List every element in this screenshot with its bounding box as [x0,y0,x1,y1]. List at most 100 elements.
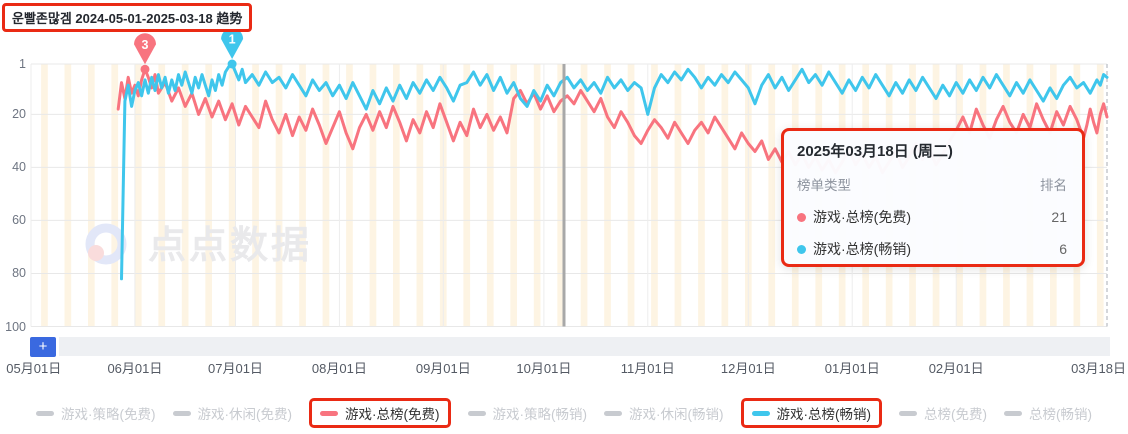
svg-text:3: 3 [142,38,149,52]
x-axis-label: 07月01日 [208,361,263,376]
svg-text:1: 1 [229,33,236,47]
y-axis-label: 40 [12,160,26,175]
legend-label: 游戏·休闲(畅销) [629,407,724,422]
weekend-band [111,64,119,327]
legend-label: 总榜(畅销) [1029,407,1092,422]
legend-marker-icon [899,410,917,416]
x-axis-label: 08月01日 [311,361,367,376]
series-dot-icon [797,212,806,222]
tooltip-col-rank: 排名 [1040,178,1067,193]
weekend-band [369,64,377,327]
legend-item[interactable]: 游戏·总榜(免费) [309,398,451,428]
weekend-band [510,64,517,327]
legend-item[interactable]: 游戏·休闲(免费) [172,403,293,423]
weekend-band [346,64,353,327]
tooltip-series-rank: 21 [1051,209,1067,225]
x-axis-label: 06月01日 [107,361,163,376]
x-axis-label: 03月18日 [1071,361,1126,376]
legend-marker-icon [172,410,191,416]
legend-marker-icon [36,410,54,416]
tooltip-row-free: 游戏·总榜(免费) 21 [797,207,1067,227]
y-axis-label: 100 [5,319,26,334]
tooltip-series-name: 游戏·总榜(畅销) [813,241,911,257]
weekend-band [322,64,330,327]
weekend-band [1096,64,1104,327]
legend-label: 游戏·总榜(畅销) [776,407,872,422]
chart-tooltip: 2025年03月18日 (周二) 榜单类型 排名 游戏·总榜(免费) 21 游戏… [781,128,1085,267]
x-axis-label: 12月01日 [720,361,776,376]
legend-item[interactable]: 游戏·策略(免费) [36,403,156,423]
tooltip-series-rank: 6 [1059,241,1067,257]
legend-marker-icon [1004,410,1022,416]
tooltip-column-headers: 榜单类型 排名 [797,174,1067,194]
weekend-band [88,64,95,327]
weekend-band [463,64,471,327]
zoom-in-button[interactable]: + [30,337,56,357]
x-axis: 05月01日 06月01日 07月01日 08月01日 09月01日 10月01日 11月0… [0,358,1128,376]
series-line [120,62,1109,281]
weekend-band [627,64,635,327]
y-axis-label: 60 [12,213,26,228]
weekend-band [299,64,306,327]
x-axis-label: 09月01日 [415,361,471,376]
series-dot-icon [797,244,806,254]
watermark-text: 点点数据 [148,225,312,267]
chart-legend: 游戏·策略(免费) 游戏·休闲(免费) 游戏·总榜(免费) 游戏·策略(畅销) 游戏·休… [0,398,1128,428]
watermark-logo: 点点数据 [85,223,312,267]
x-axis-label: 01月01日 [824,361,880,376]
weekend-band [604,64,611,327]
tooltip-date: 2025年03月18日 (周二) [797,143,953,160]
x-axis-label: 10月01日 [516,361,572,376]
tooltip-series-name: 游戏·总榜(免费) [813,209,911,225]
legend-label: 游戏·策略(免费) [61,407,156,422]
y-axis: 1 20 40 60 80 100 [0,0,30,360]
x-axis-label: 11月01日 [620,361,675,376]
weekend-band [205,64,212,327]
x-axis-label: 05月01日 [6,361,62,376]
legend-item[interactable]: 游戏·休闲(畅销) [604,403,724,423]
legend-marker-icon [467,410,486,416]
legend-label: 游戏·休闲(免费) [197,407,293,422]
y-axis-label: 1 [19,57,26,71]
y-axis-label: 80 [12,266,26,281]
legend-label: 游戏·策略(畅销) [492,407,588,422]
legend-item[interactable]: 游戏·策略(畅销) [467,403,588,423]
weekend-band [580,64,588,327]
chart-title: 운빨존많겜 2024-05-01-2025-03-18 趋势 [12,11,243,26]
weekend-band [228,64,236,327]
rank-pin-3: 3 [134,33,156,74]
weekend-band [252,64,259,327]
weekend-band [486,64,494,327]
y-axis-label: 20 [12,107,26,122]
title-annotation-box: 운빨존많겜 2024-05-01-2025-03-18 趋势 [2,3,253,32]
weekend-band [41,64,48,327]
legend-marker-icon [751,410,770,416]
weekend-band [275,64,283,327]
weekend-band [64,64,72,327]
tooltip-col-type: 榜单类型 [797,178,851,193]
weekend-band [651,64,658,327]
weekend-band [533,64,541,327]
legend-item[interactable]: 游戏·总榜(畅销) [740,398,882,428]
legend-item[interactable]: 总榜(免费) [899,403,987,423]
weekend-band [416,64,424,327]
legend-marker-icon [320,410,338,416]
weekend-band [134,64,142,327]
weekend-band [181,64,189,327]
weekend-band [698,64,705,327]
legend-item[interactable]: 总榜(畅销) [1004,403,1092,423]
weekend-band [557,64,564,327]
legend-label: 游戏·总榜(免费) [345,407,440,422]
weekend-band [158,64,166,327]
weekend-band [674,64,682,327]
weekend-band [721,64,729,327]
tooltip-row-paid: 游戏·总榜(畅销) 6 [797,239,1067,259]
weekend-band [393,64,400,327]
legend-marker-icon [604,410,622,416]
rank-pin-1: 1 [221,28,244,69]
weekend-band [768,64,776,327]
legend-label: 总榜(免费) [924,407,987,422]
x-axis-label: 02月01日 [928,361,984,376]
datazoom-slider[interactable] [59,337,1110,356]
